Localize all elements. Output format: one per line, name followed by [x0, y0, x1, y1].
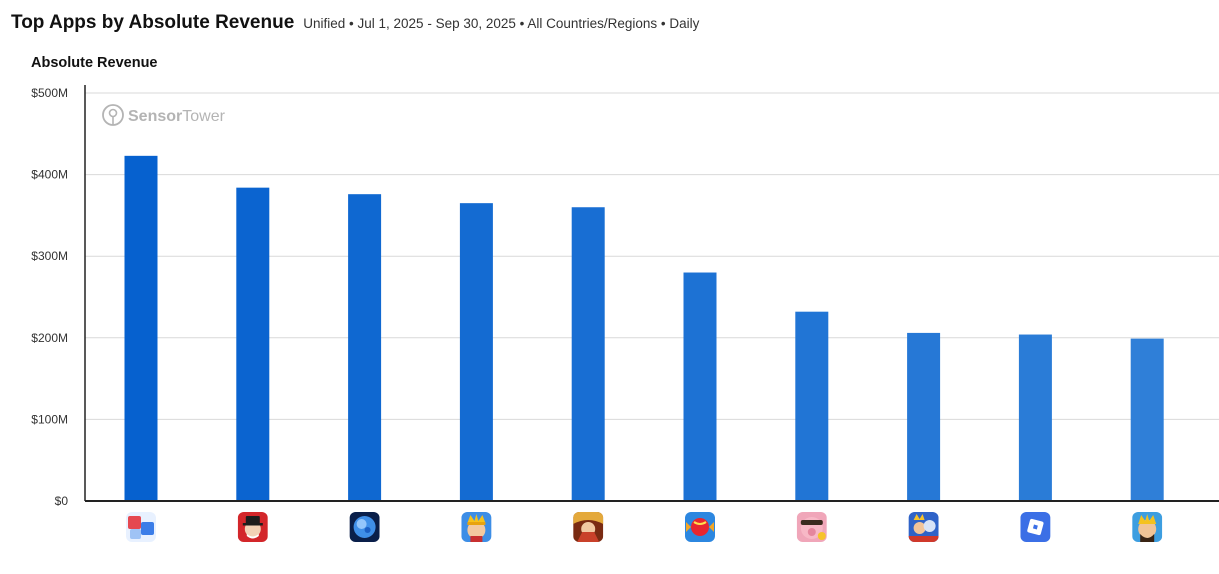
- bars: [124, 155, 1164, 502]
- royal-match-icon: [461, 512, 492, 542]
- clash-of-clans-icon: [1132, 512, 1163, 542]
- sensor-tower-watermark: SensorTower: [102, 104, 226, 126]
- clash-royale-icon: [908, 512, 939, 542]
- blue-orb-icon: [349, 512, 380, 542]
- y-axis-ticks: $0 $100M $200M $300M $400M $500M: [31, 86, 68, 508]
- bar[interactable]: [683, 272, 717, 501]
- y-tick-label: $0: [55, 494, 69, 508]
- coin-master-icon: [796, 512, 827, 542]
- y-tick-label: $500M: [31, 86, 68, 100]
- bar[interactable]: [124, 155, 158, 501]
- roblox-icon: [1020, 512, 1051, 542]
- honor-of-kings-icon: [573, 512, 604, 542]
- report-title: Top Apps by Absolute Revenue: [11, 12, 295, 33]
- report-header: Top Apps by Absolute Revenue Unified • J…: [11, 12, 699, 34]
- candy-crush-icon: [685, 512, 715, 542]
- bar[interactable]: [795, 311, 829, 501]
- svg-text:SensorTower: SensorTower: [128, 108, 226, 125]
- bar[interactable]: [1018, 334, 1052, 501]
- y-tick-label: $100M: [31, 412, 68, 426]
- app-icons: [126, 512, 1163, 542]
- bar[interactable]: [459, 203, 493, 501]
- bar[interactable]: [907, 332, 941, 501]
- monopoly-go-icon: [237, 512, 268, 542]
- y-tick-label: $200M: [31, 331, 68, 345]
- bar[interactable]: [236, 187, 270, 501]
- bar[interactable]: [1130, 338, 1164, 501]
- chart-title: Absolute Revenue: [31, 55, 158, 71]
- watermark-brand-light: Tower: [182, 108, 225, 125]
- bar[interactable]: [348, 194, 382, 501]
- watermark-brand-bold: Sensor: [128, 108, 182, 125]
- number-merge-puzzle-icon: [126, 512, 156, 542]
- bar[interactable]: [571, 207, 605, 502]
- report-filters: Unified • Jul 1, 2025 - Sep 30, 2025 • A…: [303, 16, 700, 31]
- y-tick-label: $400M: [31, 168, 68, 182]
- y-tick-label: $300M: [31, 249, 68, 263]
